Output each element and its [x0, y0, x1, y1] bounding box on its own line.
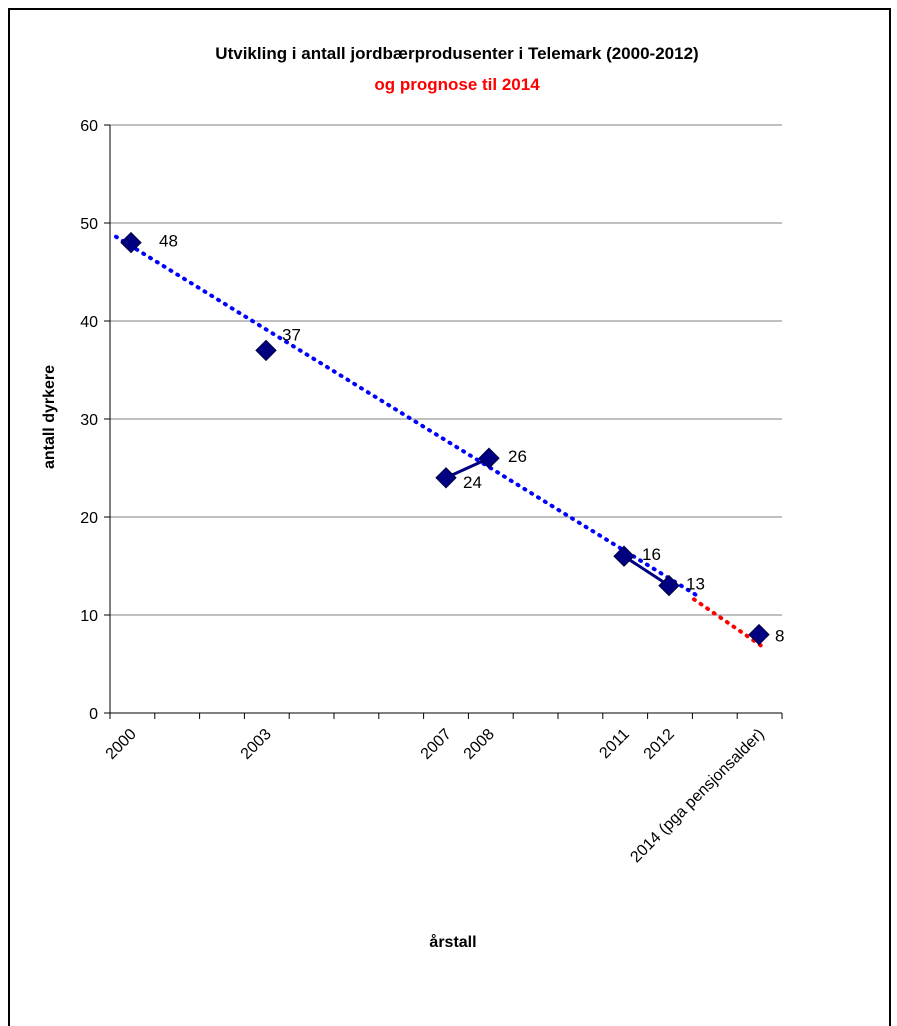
data-point-2000	[120, 231, 142, 254]
data-label-2012: 13	[686, 575, 705, 594]
y-tick-label-50: 50	[80, 216, 98, 233]
x-tick-label-1: 2003	[238, 726, 275, 763]
y-tick-label-20: 20	[80, 510, 98, 527]
data-point-2003	[255, 339, 277, 362]
data-label-2007: 24	[463, 473, 482, 492]
x-tick-label-2: 2007	[418, 726, 455, 763]
x-tick-label-5: 2012	[641, 726, 678, 763]
x-axis-title: årstall	[429, 933, 476, 951]
chart-title: Utvikling i antall jordbærprodusenter i …	[215, 44, 698, 63]
y-tick-label-10: 10	[80, 608, 98, 625]
y-tick-label-0: 0	[89, 706, 98, 723]
x-tick-label-0: 2000	[103, 726, 140, 763]
y-tick-label-40: 40	[80, 314, 98, 331]
data-labels: 48 37 24 26 16 13 8	[159, 232, 784, 646]
trend-lines	[114, 234, 767, 651]
data-point-2011	[613, 545, 635, 567]
data-markers	[120, 231, 770, 646]
data-point-2008	[478, 447, 500, 469]
data-label-2000: 48	[159, 232, 178, 251]
data-point-2014 (pga pensjonsalder)	[748, 623, 770, 646]
series-segment-2011-2012	[623, 554, 670, 587]
data-label-2003: 37	[282, 325, 301, 344]
y-axis-title: antall dyrkere	[41, 365, 58, 469]
trend-line	[114, 234, 702, 600]
data-point-2012	[658, 574, 680, 597]
data-point-2007	[435, 467, 457, 489]
data-label-2011: 16	[642, 545, 661, 564]
data-label-2008: 26	[508, 447, 527, 466]
x-tick-label-4: 2011	[596, 726, 632, 762]
forecast-line	[692, 597, 767, 651]
y-tick-label-60: 60	[80, 118, 98, 135]
x-tick-label-3: 2008	[461, 726, 498, 763]
gridlines	[110, 124, 782, 616]
data-label-2014 (pga pensjonsalder): 8	[775, 627, 784, 646]
chart-subtitle: og prognose til 2014	[374, 75, 540, 94]
y-tick-label-30: 30	[80, 412, 98, 429]
axes	[104, 124, 783, 719]
